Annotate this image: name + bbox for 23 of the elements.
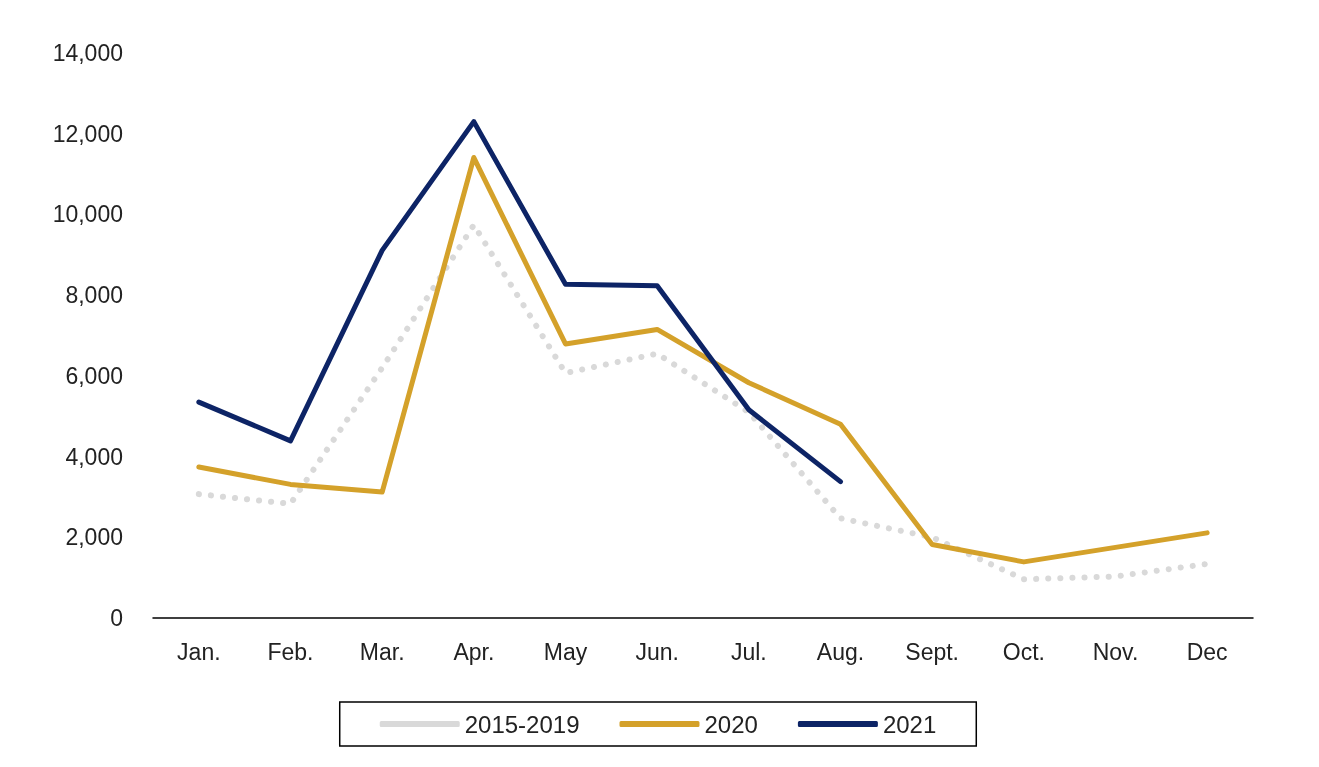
y-tick-label: 0 [110,605,123,631]
legend-label: 2021 [882,710,937,738]
x-tick-label: Jun. [635,638,679,665]
x-tick-label: May [543,638,588,665]
x-tick-label: Dec [1186,638,1228,665]
y-tick-label: 4,000 [65,443,123,470]
x-tick-label: Jan. [177,638,221,665]
x-tick-label: Mar. [359,638,405,665]
x-tick-label: Oct. [1002,638,1045,665]
y-tick-label: 10,000 [52,201,123,228]
y-tick-label: 6,000 [65,362,123,389]
x-tick-label: Aug. [816,638,865,665]
x-tick-label: Feb. [267,638,314,665]
y-tick-label: 12,000 [52,120,123,147]
legend-label: 2020 [704,710,758,738]
y-tick-label: 8,000 [65,282,123,309]
y-tick-label: 14,000 [52,40,123,66]
x-tick-label: Nov. [1092,638,1139,665]
x-tick-label: Apr. [453,638,495,665]
y-tick-label: 2,000 [65,524,123,551]
legend-label: 2015-2019 [464,710,580,738]
x-tick-label: Jul. [730,638,767,665]
x-tick-label: Sept. [905,638,960,665]
